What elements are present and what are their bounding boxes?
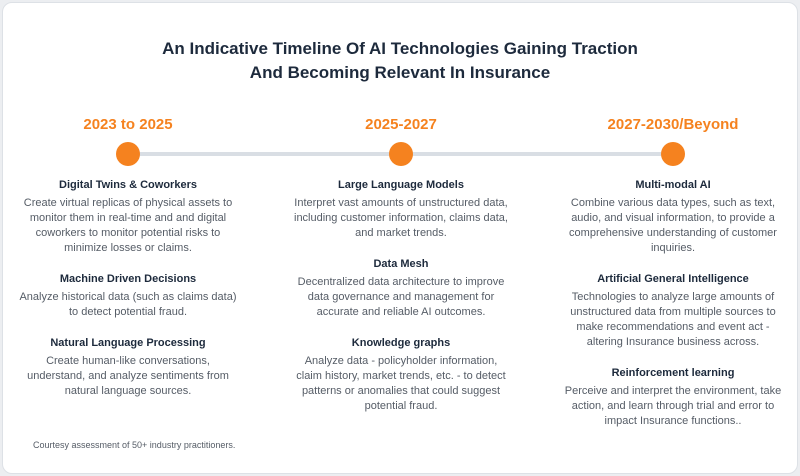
column: Large Language Models Interpret vast amou… xyxy=(291,178,511,430)
item: Knowledge graphs Analyze data - policyhol… xyxy=(291,336,511,414)
item-text: Analyze historical data (such as claims … xyxy=(19,291,237,318)
item-heading: Multi-modal AI xyxy=(635,179,711,191)
item-text: Create human-like conversations, underst… xyxy=(27,355,229,397)
item: Reinforcement learning Perceive and inter… xyxy=(563,366,783,429)
item-heading: Natural Language Processing xyxy=(50,337,206,349)
item-text: Decentralized data architecture to impro… xyxy=(297,276,505,318)
item: Data Mesh Decentralized data architecture… xyxy=(291,257,511,320)
period-label: 2023 to 2025 xyxy=(83,116,173,133)
item-heading: Reinforcement learning xyxy=(611,367,735,379)
item-heading: Large Language Models xyxy=(338,179,464,191)
item: Artificial General Intelligence Technolog… xyxy=(563,272,783,350)
item-text: Analyze data - policyholder information,… xyxy=(296,355,506,412)
item: Natural Language Processing Create human-… xyxy=(18,336,238,399)
item: Multi-modal AI Combine various data types… xyxy=(563,178,783,256)
period-label: 2027-2030/Beyond xyxy=(607,116,739,133)
item-text: Combine various data types, such as text… xyxy=(569,197,777,254)
item-text: Perceive and interpret the environment, … xyxy=(564,385,782,427)
item-heading: Artificial General Intelligence xyxy=(597,273,749,285)
item-text: Create virtual replicas of physical asse… xyxy=(23,197,233,254)
title: An Indicative Timeline Of AI Technologie… xyxy=(162,39,638,58)
item: Large Language Models Interpret vast amou… xyxy=(291,178,511,241)
item-heading: Machine Driven Decisions xyxy=(59,273,197,285)
item-heading: Data Mesh xyxy=(373,258,429,270)
column: Multi-modal AI Combine various data types… xyxy=(563,178,783,445)
title: And Becoming Relevant In Insurance xyxy=(249,63,551,82)
timeline-dot xyxy=(389,142,413,166)
item-text: Interpret vast amounts of unstructured d… xyxy=(294,197,508,239)
item-heading: Knowledge graphs xyxy=(351,337,451,349)
item-heading: Digital Twins & Coworkers xyxy=(59,179,197,191)
item: Digital Twins & Coworkers Create virtual … xyxy=(18,178,238,256)
timeline-dot xyxy=(661,142,685,166)
item: Machine Driven Decisions Analyze historic… xyxy=(18,272,238,320)
column: Digital Twins & Coworkers Create virtual … xyxy=(18,178,238,415)
period-label: 2025-2027 xyxy=(365,116,437,133)
item-text: Technologies to analyze large amounts of… xyxy=(570,291,776,348)
footnote: Courtesy assessment of 50+ industry prac… xyxy=(33,440,236,450)
timeline-dot xyxy=(116,142,140,166)
